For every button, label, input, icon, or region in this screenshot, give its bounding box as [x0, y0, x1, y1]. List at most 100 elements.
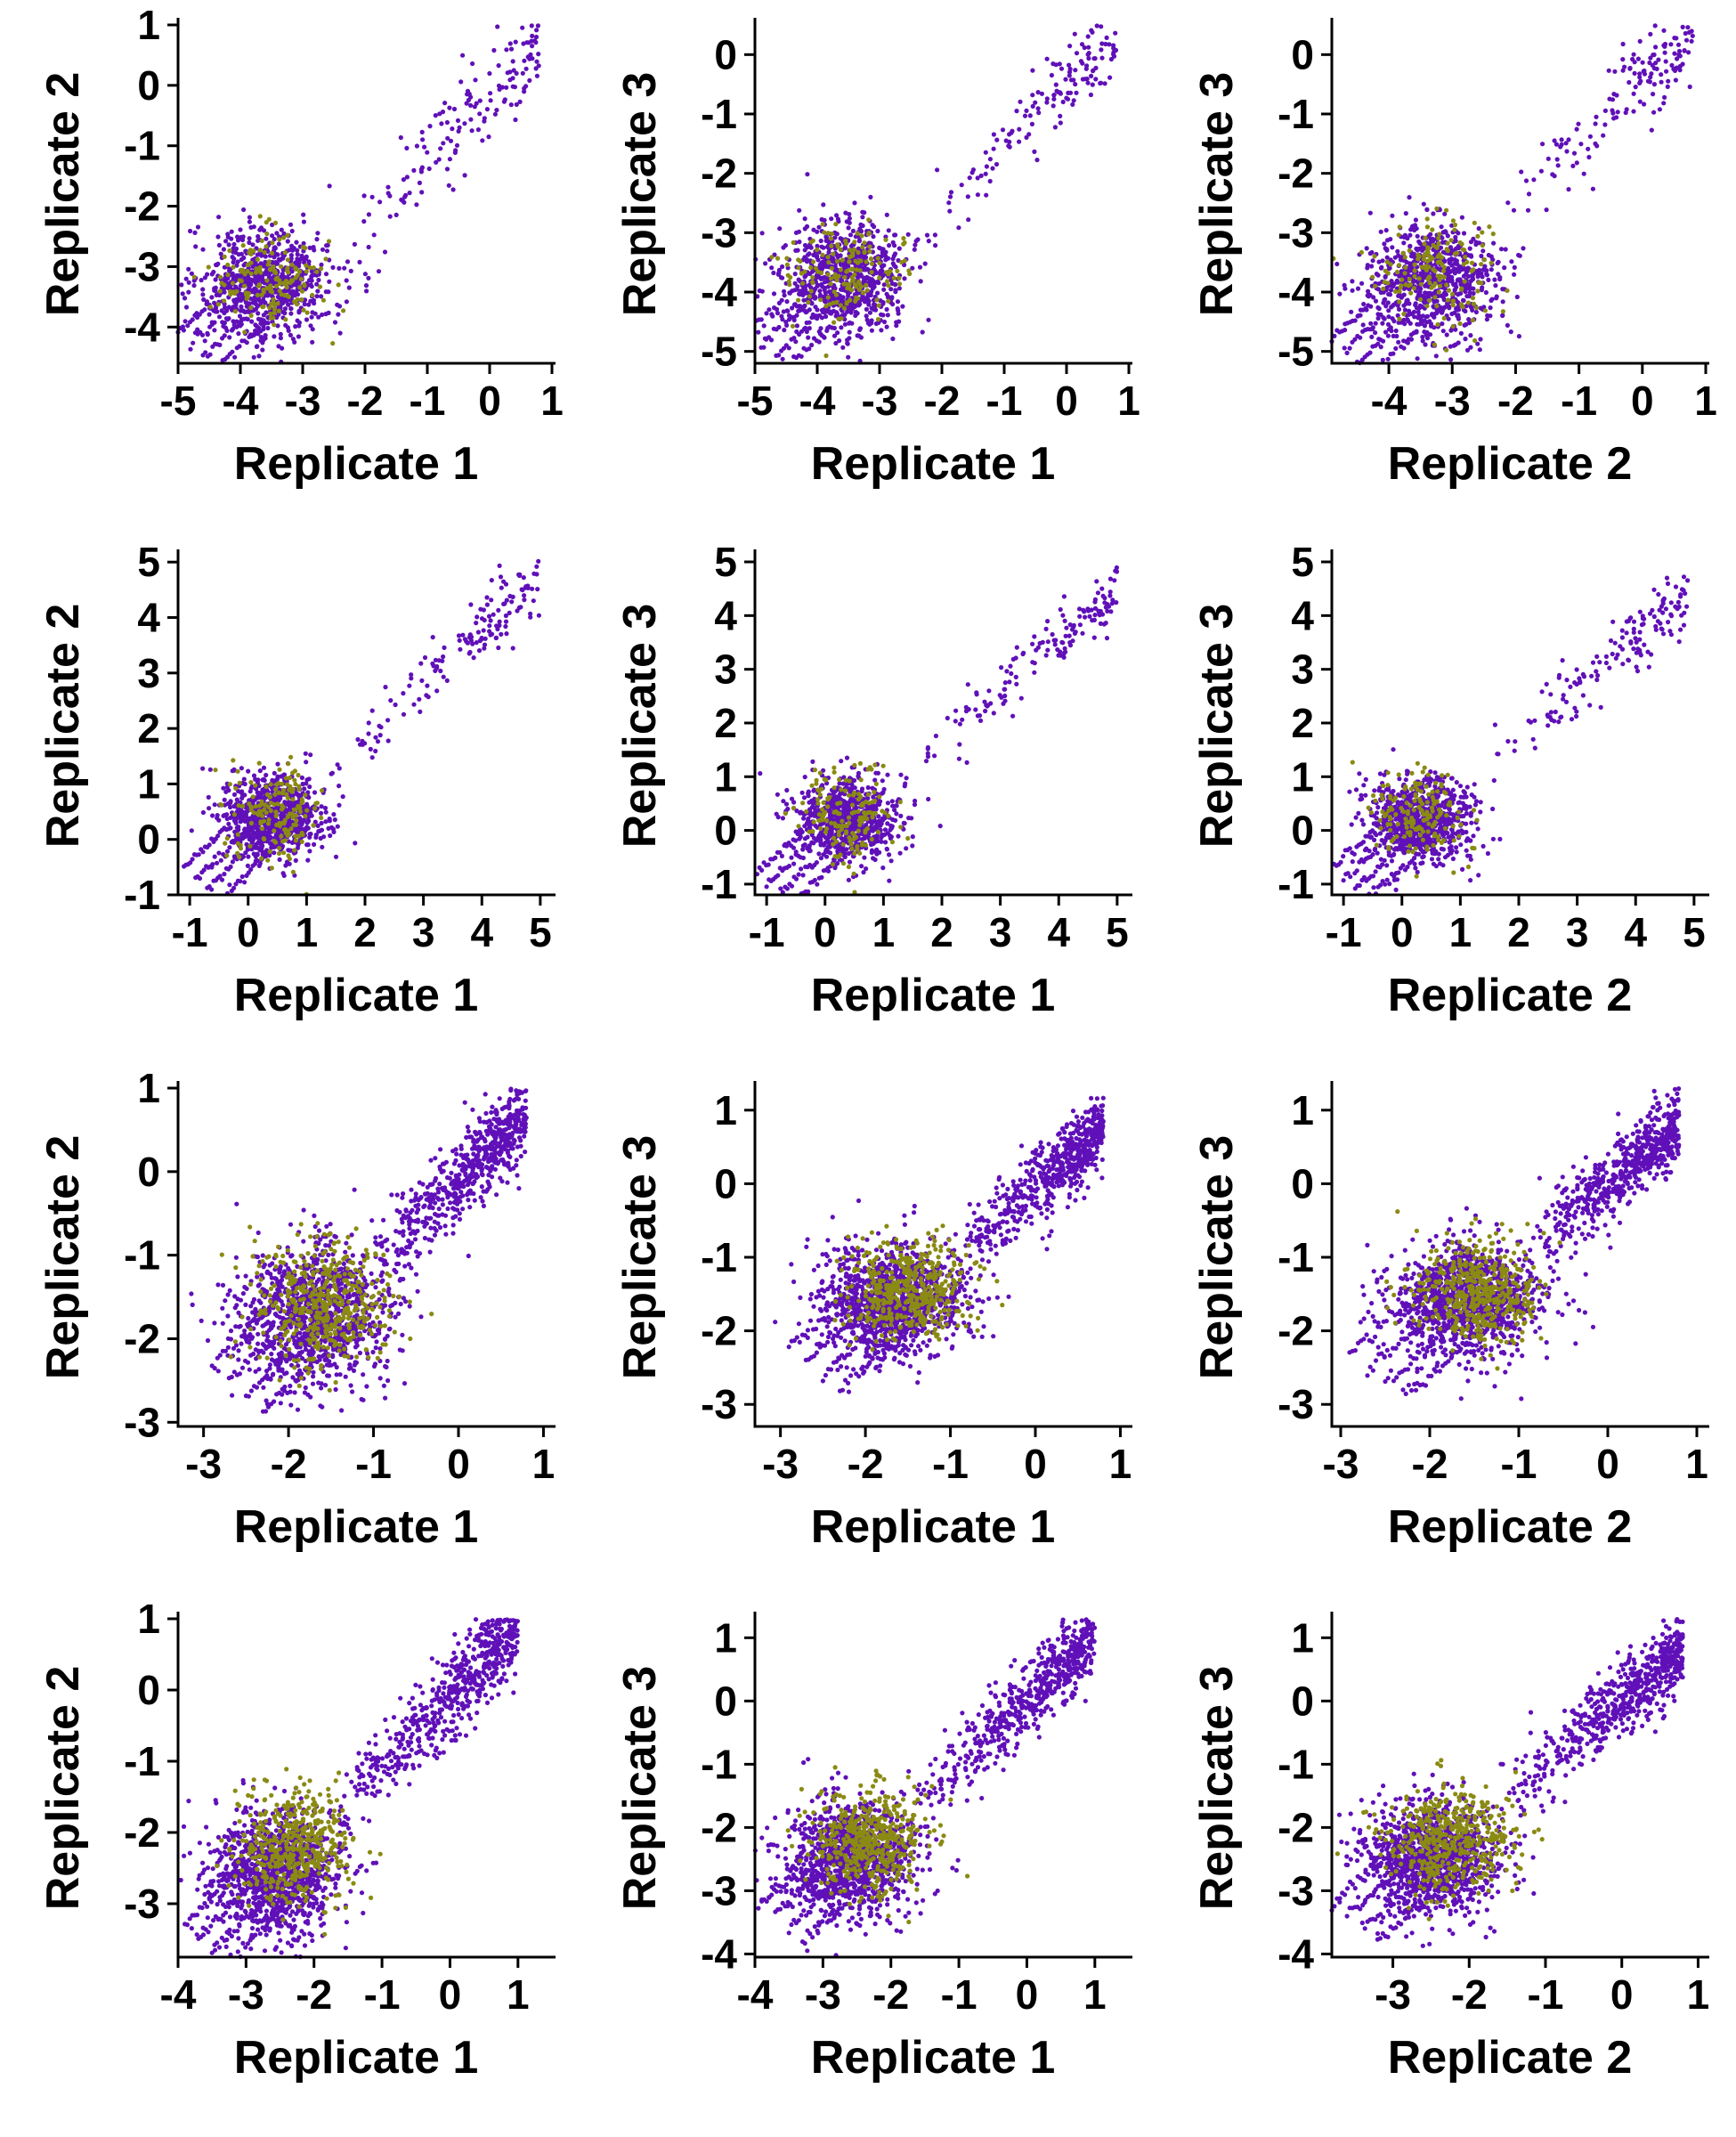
data-point	[1436, 241, 1440, 246]
data-point	[308, 265, 312, 270]
data-point	[321, 298, 326, 303]
data-point	[926, 318, 930, 322]
data-point	[780, 317, 784, 321]
data-point	[473, 104, 477, 109]
data-point	[1420, 335, 1424, 339]
data-point	[1095, 23, 1099, 28]
data-point	[301, 213, 305, 217]
data-point	[1448, 357, 1453, 362]
data-point	[426, 695, 431, 699]
data-point	[1361, 302, 1366, 306]
data-point	[1403, 255, 1407, 259]
data-point	[341, 308, 345, 313]
data-point	[1632, 92, 1636, 96]
data-point	[345, 299, 349, 304]
data-point	[1425, 224, 1430, 229]
data-point	[197, 852, 201, 857]
data-point	[267, 829, 272, 833]
data-point	[797, 873, 801, 877]
data-point	[789, 856, 793, 860]
data-point	[1641, 61, 1645, 65]
data-point	[1421, 313, 1425, 318]
data-point	[244, 300, 248, 305]
data-point	[885, 279, 889, 283]
data-point	[784, 299, 789, 304]
data-point	[880, 247, 885, 251]
data-point	[296, 800, 300, 804]
series-points	[1331, 207, 1509, 353]
data-point	[286, 761, 290, 766]
data-point	[296, 334, 301, 338]
data-point	[785, 309, 790, 313]
data-point	[1464, 260, 1469, 264]
data-point	[1351, 288, 1355, 293]
data-point	[1454, 268, 1458, 272]
data-point	[223, 333, 227, 337]
data-point	[290, 229, 295, 233]
data-point	[877, 261, 881, 265]
data-point	[810, 280, 815, 285]
data-point	[994, 138, 999, 142]
data-point	[875, 229, 880, 233]
data-point	[1428, 232, 1432, 237]
y-tick-label: 0	[137, 817, 160, 863]
data-point	[852, 248, 856, 252]
data-point	[1642, 69, 1646, 74]
data-point	[386, 738, 391, 743]
data-point	[218, 289, 223, 294]
data-point	[1555, 157, 1560, 161]
data-point	[1382, 241, 1386, 246]
data-point	[244, 290, 248, 295]
data-point	[1356, 287, 1360, 291]
data-point	[847, 259, 851, 264]
data-point	[513, 118, 517, 122]
data-point	[1626, 80, 1631, 85]
data-point	[1460, 242, 1464, 247]
y-tick-label: -1	[124, 872, 160, 918]
data-point	[1432, 269, 1437, 273]
data-point	[403, 193, 408, 198]
data-point	[439, 121, 443, 126]
data-point	[1052, 93, 1057, 97]
data-point	[273, 809, 278, 814]
data-point	[1656, 58, 1660, 62]
data-point	[1487, 224, 1491, 229]
data-point	[1426, 247, 1431, 251]
data-point	[783, 293, 787, 297]
data-point	[251, 794, 256, 799]
data-point	[250, 242, 255, 247]
data-point	[906, 232, 911, 237]
data-point	[252, 810, 256, 815]
data-point	[864, 283, 868, 288]
data-point	[460, 53, 465, 58]
data-point	[480, 138, 484, 142]
data-point	[517, 573, 522, 577]
data-point	[290, 770, 295, 775]
data-point	[1628, 66, 1633, 70]
data-point	[848, 287, 852, 291]
data-point	[802, 270, 807, 274]
data-point	[1457, 321, 1462, 326]
data-point	[1423, 323, 1427, 328]
data-point	[383, 249, 387, 254]
data-point	[307, 849, 312, 853]
data-point	[1505, 200, 1510, 205]
data-point	[1386, 334, 1391, 338]
data-point	[1554, 142, 1559, 147]
data-point	[803, 226, 807, 231]
data-point	[205, 302, 209, 306]
data-point	[208, 353, 213, 357]
x-tick-label: -2	[347, 378, 384, 424]
data-point	[797, 278, 801, 282]
data-point	[489, 597, 493, 602]
data-point	[1586, 147, 1590, 151]
data-point	[420, 130, 425, 134]
data-point	[256, 257, 260, 262]
data-point	[285, 298, 289, 303]
data-point	[1512, 208, 1516, 213]
data-point	[819, 245, 823, 249]
data-point	[188, 347, 192, 352]
data-point	[281, 805, 286, 809]
data-point	[865, 288, 870, 293]
data-point	[291, 787, 296, 792]
